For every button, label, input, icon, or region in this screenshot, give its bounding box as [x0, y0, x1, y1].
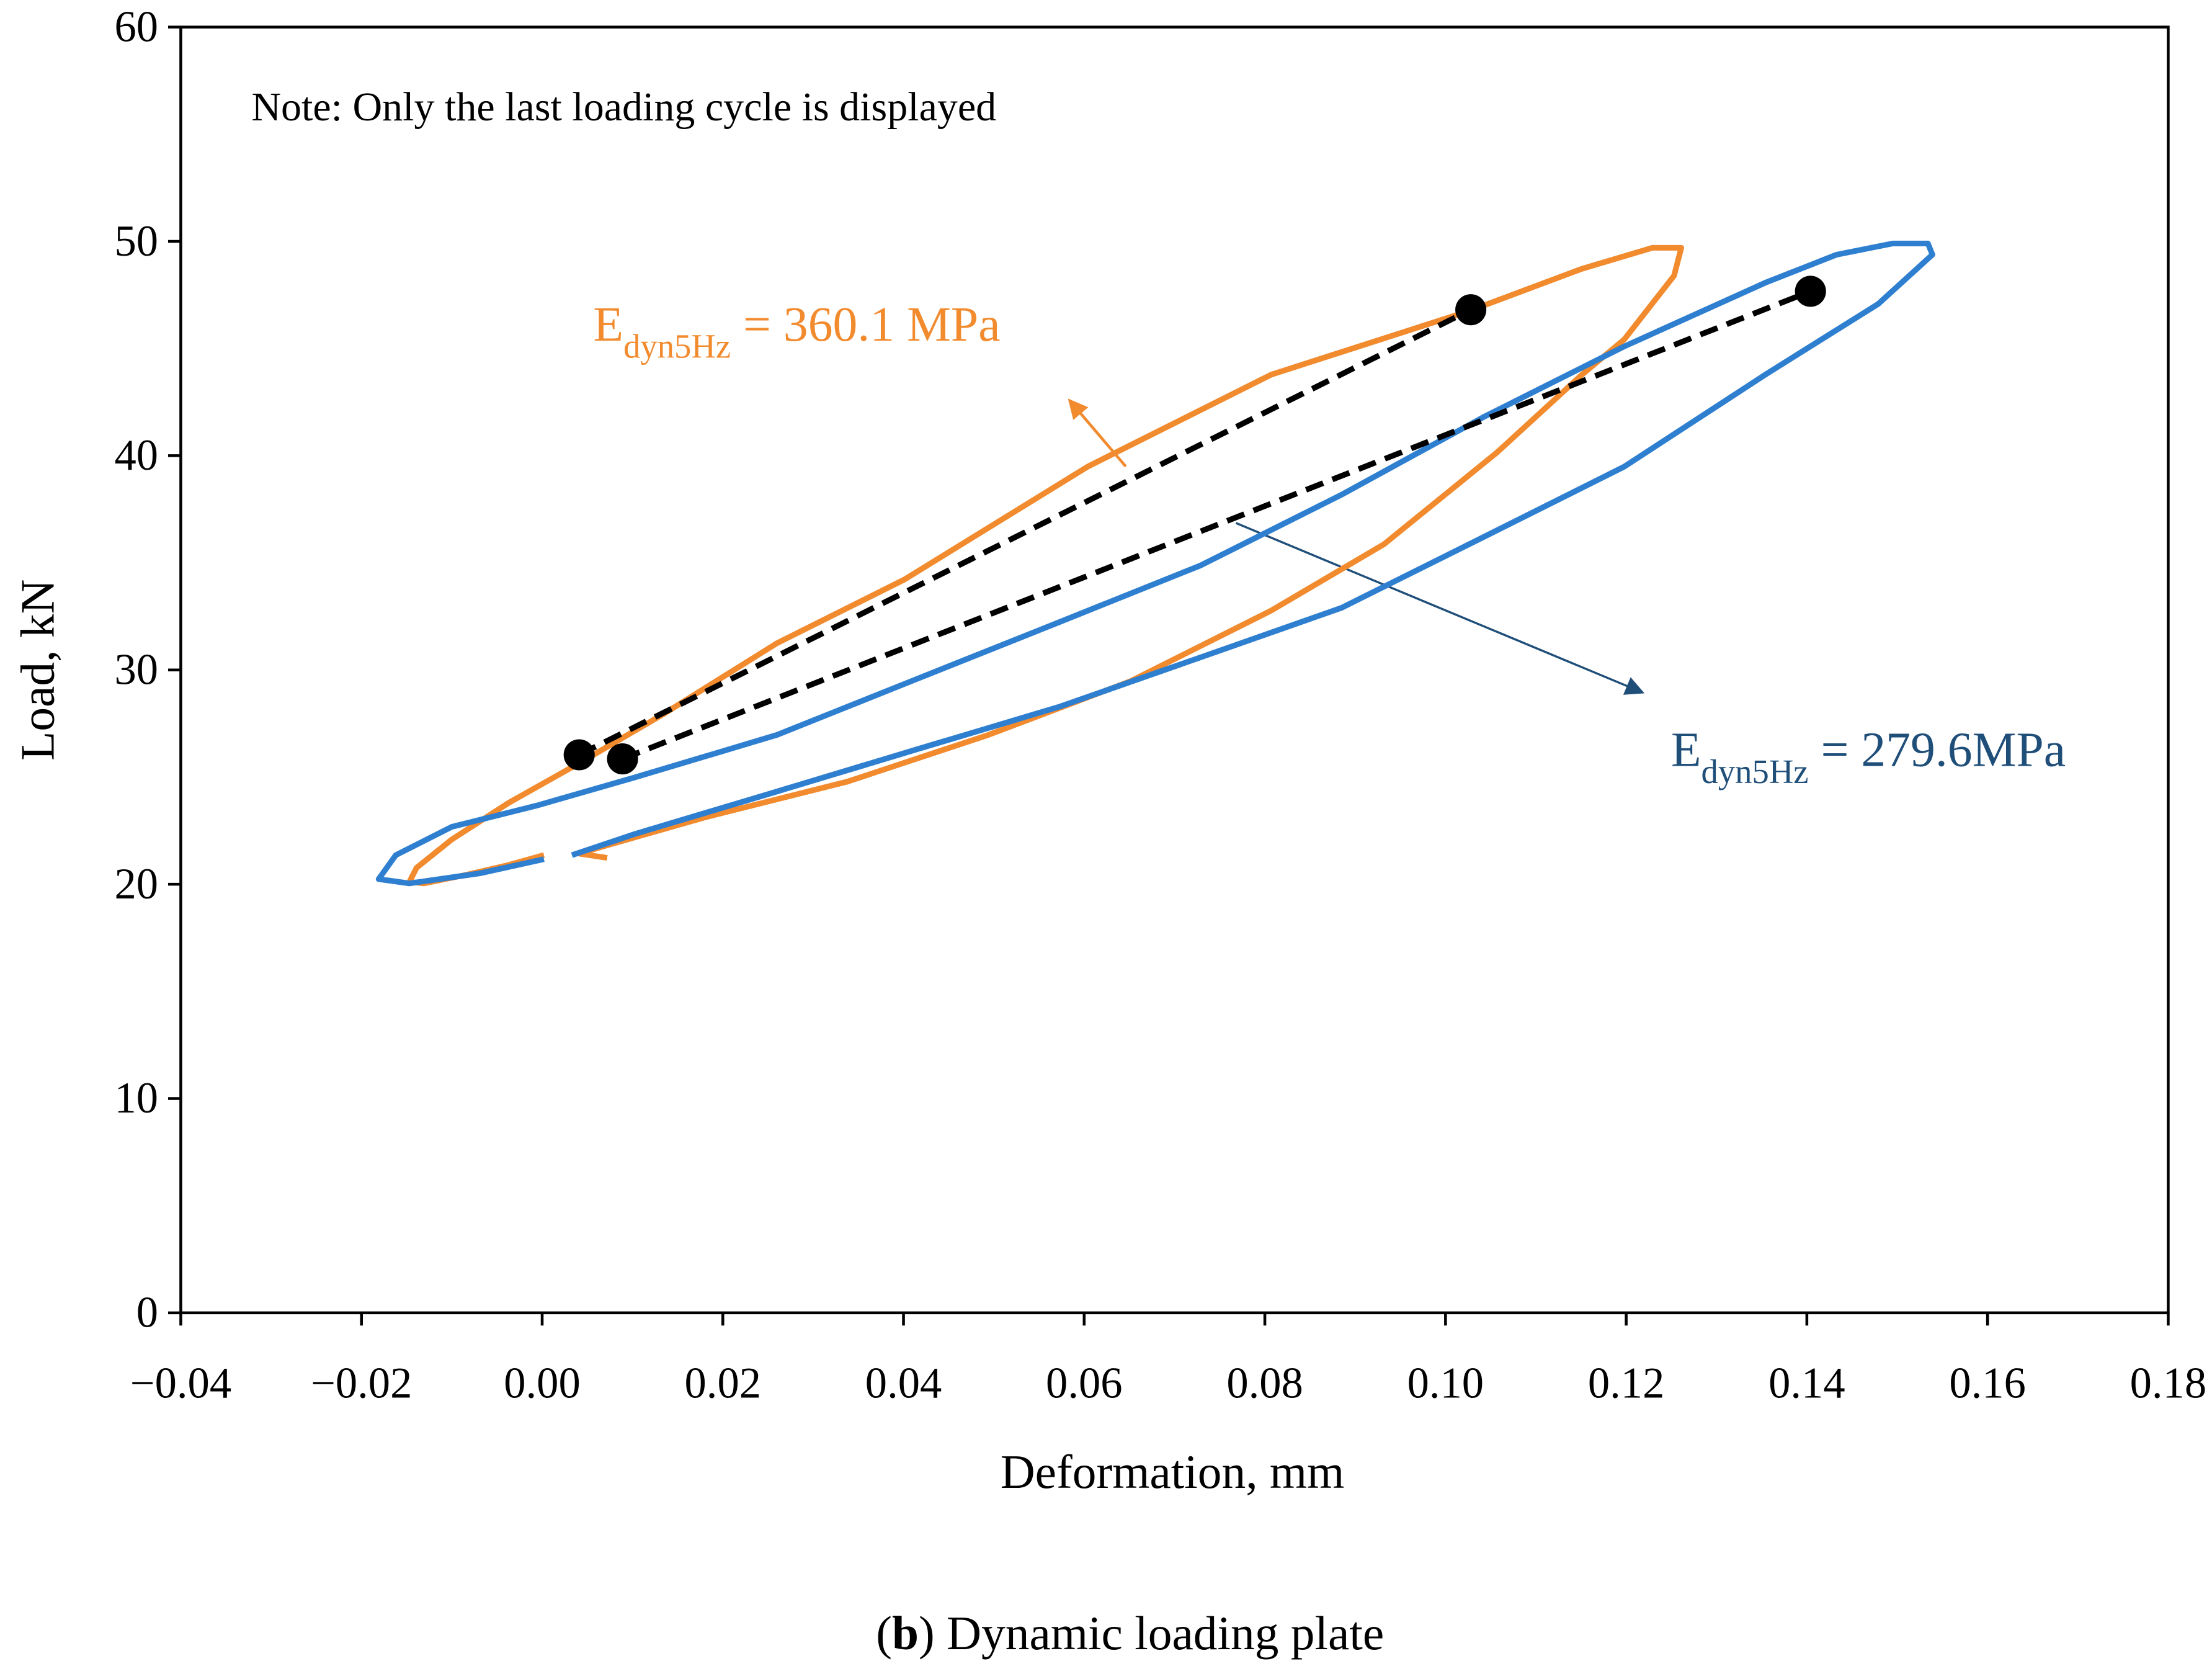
point — [1795, 275, 1826, 307]
caption: (b) Dynamic loading plate — [876, 1606, 1384, 1660]
x-tick-label: 0.12 — [1588, 1359, 1665, 1407]
x-tick-label: 0.02 — [685, 1359, 762, 1407]
x-tick-label: 0.06 — [1046, 1359, 1123, 1407]
y-tick-label: 60 — [114, 2, 158, 51]
x-axis-title: Deformation, mm — [1001, 1445, 1345, 1498]
secant-line — [578, 307, 1473, 758]
x-tick-label: 0.04 — [865, 1359, 942, 1407]
loop-curve — [375, 240, 1935, 887]
annotation-symbol: E — [1671, 723, 1701, 777]
plot-frame — [179, 25, 2170, 1315]
y-tick-label: 0 — [136, 1289, 158, 1337]
x-tick-label: 0.16 — [1949, 1359, 2026, 1407]
annotation-subscript: dyn5Hz — [1701, 753, 1809, 790]
y-tick-label: 50 — [114, 217, 158, 266]
y-tick-label: 20 — [114, 860, 158, 908]
x-tick-label: 0.10 — [1407, 1359, 1484, 1407]
note: Note: Only the last loading cycle is dis… — [251, 84, 996, 130]
caption-open: ( — [876, 1606, 892, 1660]
x-tick-label: 0.00 — [504, 1359, 581, 1407]
annotation-arrow — [1235, 522, 1645, 695]
y-tick-label: 40 — [114, 431, 158, 480]
x-tick-label: 0.18 — [2130, 1359, 2207, 1407]
point — [607, 743, 638, 775]
x-tick-label: 0.08 — [1226, 1359, 1303, 1407]
annotation: Edyn5Hz = 279.6MPa — [1671, 723, 2066, 790]
annotation-text: = 279.6MPa — [1809, 723, 2066, 777]
x-tick-label: 0.14 — [1768, 1359, 1845, 1407]
x-tick-label: −0.02 — [311, 1359, 412, 1407]
point — [563, 739, 595, 771]
y-tick-label: 30 — [114, 646, 158, 694]
annotation-symbol: E — [593, 297, 623, 352]
caption-bold: b — [892, 1606, 919, 1660]
loop-curve — [406, 244, 1685, 887]
annotation-subscript: dyn5Hz — [623, 327, 731, 365]
caption-rest: ) Dynamic loading plate — [919, 1606, 1384, 1660]
annotation: Edyn5Hz = 360.1 MPa — [593, 297, 1000, 365]
secant-line — [621, 289, 1812, 762]
y-axis-title: Load, kN — [11, 580, 65, 761]
annotation-text: = 360.1 MPa — [731, 297, 1001, 352]
x-tick-label: −0.04 — [130, 1359, 231, 1407]
y-tick-label: 10 — [114, 1074, 158, 1122]
annotation-arrow — [1068, 398, 1127, 468]
point — [1455, 294, 1487, 326]
